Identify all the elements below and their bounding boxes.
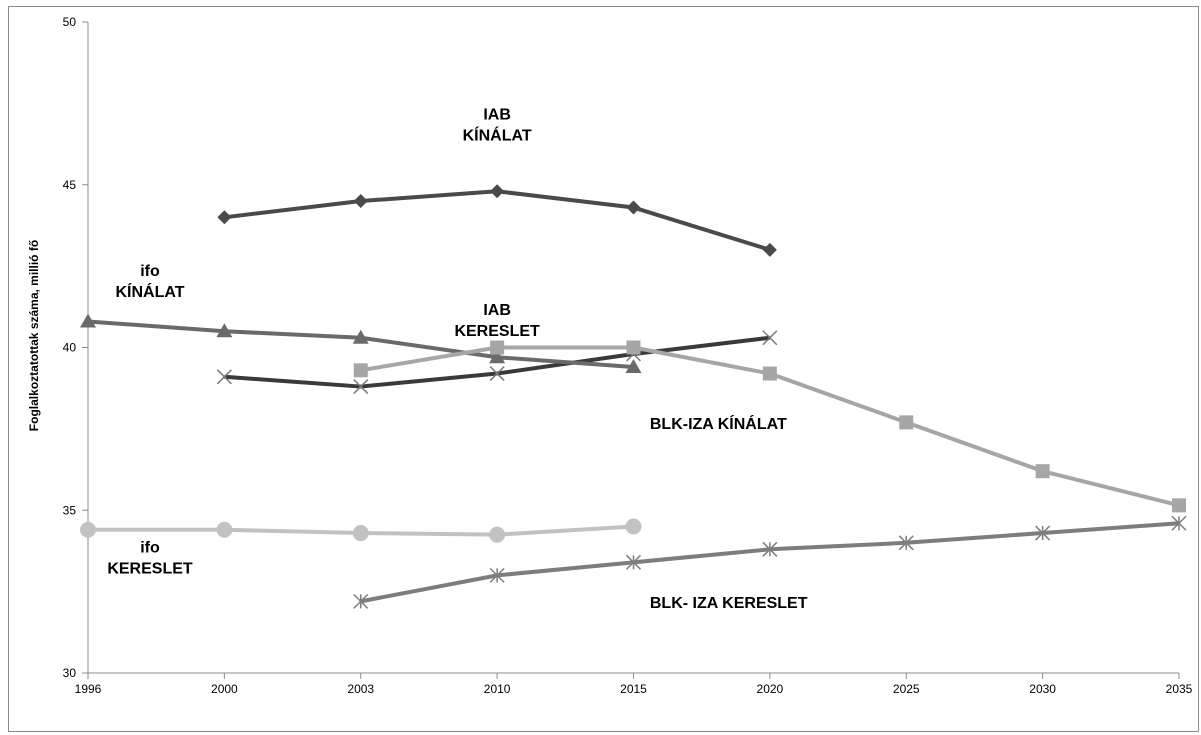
x-tick-label: 2035 (1166, 682, 1193, 696)
x-tick-label: 2015 (620, 682, 647, 696)
square-marker (626, 340, 641, 355)
triangle-marker (489, 349, 506, 364)
circle-marker (80, 521, 96, 538)
star-marker (625, 554, 642, 570)
x-tick-label: 2010 (484, 682, 511, 696)
diamond-marker (626, 200, 641, 215)
x-tick-label: 2003 (347, 682, 374, 696)
triangle-marker (352, 329, 369, 344)
triangle-marker (216, 323, 233, 338)
y-axis-label: Foglalkoztatottak száma, millió fő (27, 240, 41, 431)
square-marker (1172, 498, 1186, 513)
diamond-marker (762, 242, 777, 257)
circle-marker (489, 526, 506, 543)
series-annotation: ifo KÍNÁLAT (115, 263, 184, 301)
square-marker (1035, 464, 1050, 479)
series-annotation: BLK- IZA KERESLET (650, 595, 808, 612)
series-annotation: IAB KÍNÁLAT (463, 107, 532, 145)
square-marker (762, 366, 777, 381)
x-marker (353, 379, 369, 395)
chart-frame (8, 6, 1199, 732)
y-tick-label: 50 (63, 15, 77, 29)
diamond-marker (490, 184, 505, 199)
y-tick-label: 40 (63, 341, 77, 355)
series-2 (80, 313, 642, 374)
series-4 (353, 340, 1186, 513)
series-line (224, 189, 771, 252)
circle-marker (216, 521, 233, 538)
square-marker (353, 363, 368, 378)
x-marker (216, 369, 232, 385)
series-annotation: IAB KERESLET (454, 302, 540, 340)
star-marker (762, 541, 778, 557)
star-marker (898, 535, 914, 551)
series-0 (217, 184, 777, 257)
series-5 (353, 515, 1187, 609)
x-tick-label: 2030 (1029, 682, 1056, 696)
x-marker (489, 366, 505, 382)
x-tick-label: 1996 (75, 682, 102, 696)
x-tick-label: 2000 (211, 682, 238, 696)
circle-marker (352, 525, 369, 542)
series-annotation: ifo KERESLET (107, 540, 193, 578)
triangle-marker (625, 359, 642, 374)
circle-marker (625, 518, 642, 535)
x-tick-label: 2020 (757, 682, 784, 696)
series-annotation: BLK-IZA KÍNÁLAT (650, 414, 787, 433)
y-tick-label: 45 (63, 178, 77, 192)
y-tick-label: 30 (63, 666, 77, 680)
square-marker (490, 340, 505, 355)
square-marker (899, 415, 914, 430)
triangle-marker (80, 313, 96, 328)
series-line (87, 319, 634, 370)
x-marker (762, 330, 778, 346)
diamond-marker (217, 210, 232, 225)
star-marker (1171, 515, 1187, 531)
series-3 (80, 518, 642, 543)
x-tick-label: 2025 (893, 682, 920, 696)
star-marker (489, 567, 505, 583)
diamond-marker (353, 194, 368, 209)
star-marker (353, 593, 369, 609)
y-tick-label: 35 (63, 503, 77, 517)
star-marker (1035, 525, 1051, 541)
